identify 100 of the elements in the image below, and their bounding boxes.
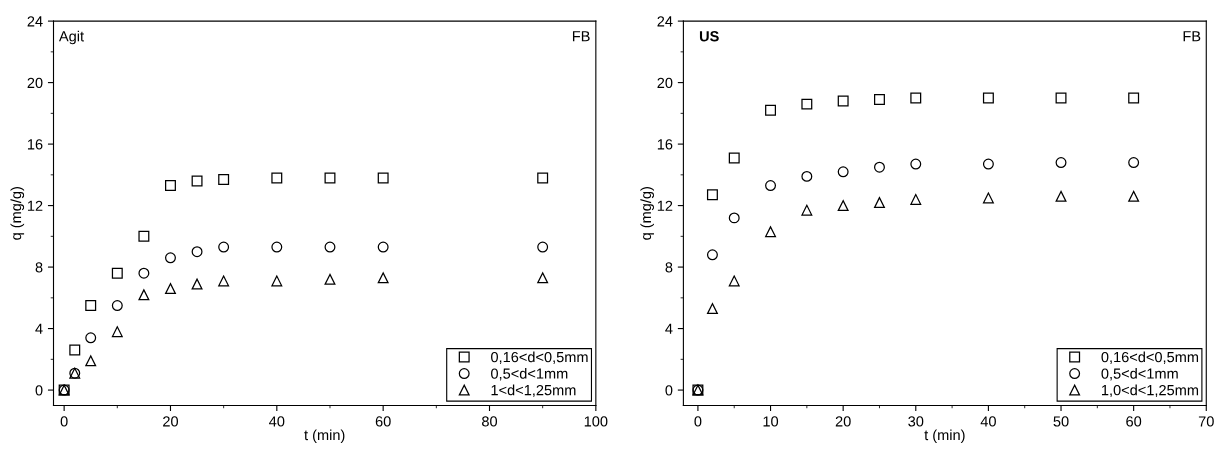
x-tick-label: 40: [980, 416, 996, 427]
point: [537, 241, 549, 253]
point: [324, 273, 336, 285]
legend-label: 0,16<d<0,5mm: [491, 351, 588, 364]
y-tick-label: 24: [27, 16, 43, 27]
point: [837, 200, 849, 212]
point: [164, 180, 176, 192]
point: [324, 172, 336, 184]
point: [537, 272, 549, 284]
x-tick-label: 50: [1053, 416, 1069, 427]
point: [324, 241, 336, 253]
legend-label: 1<d<1,25mm: [491, 384, 576, 397]
point: [191, 175, 203, 187]
point: [837, 95, 849, 107]
x-tick-label: 0: [60, 416, 68, 427]
legend-label: 1,0<d<1,25mm: [1102, 384, 1199, 397]
x-axis-title: t (min): [304, 429, 345, 444]
point: [837, 166, 849, 178]
point: [910, 92, 922, 104]
point: [164, 252, 176, 264]
point: [164, 283, 176, 295]
y-tick-label: 12: [27, 200, 43, 211]
point: [111, 326, 123, 338]
point: [191, 278, 203, 290]
legend-label: 0,5<d<1mm: [1101, 368, 1178, 381]
point: [537, 172, 549, 184]
y-tick-label: 4: [35, 323, 43, 334]
point: [706, 249, 718, 261]
point: [271, 275, 283, 287]
point: [982, 92, 994, 104]
point: [765, 226, 777, 238]
annotation: FB: [1183, 31, 1201, 42]
point: [910, 158, 922, 170]
point: [1128, 92, 1140, 104]
point: [728, 152, 740, 164]
y-tick-label: 20: [27, 77, 43, 89]
point: [728, 275, 740, 287]
point: [1128, 190, 1140, 202]
y-tick-label: 20: [657, 77, 673, 89]
point: [801, 170, 813, 182]
point: [377, 172, 389, 184]
point: [801, 204, 813, 216]
annotation: US: [699, 31, 719, 42]
x-tick-label: 30: [908, 416, 924, 427]
point: [377, 272, 389, 284]
point: [271, 241, 283, 253]
x-tick-label: 100: [584, 416, 608, 427]
y-tick-label: 4: [665, 323, 673, 334]
x-tick-label: 0: [694, 416, 702, 427]
point: [138, 289, 150, 301]
point: [873, 94, 885, 105]
point: [111, 300, 123, 312]
legend-label: 0,5<d<1mm: [491, 368, 568, 381]
point: [85, 300, 97, 312]
point: [218, 275, 230, 287]
y-tick-label: 0: [665, 385, 673, 396]
point: [191, 246, 203, 258]
point: [218, 241, 230, 253]
point: [111, 267, 123, 279]
y-tick-label: 0: [35, 385, 43, 396]
x-tick-label: 20: [835, 416, 851, 427]
point: [706, 303, 718, 315]
point: [1128, 157, 1140, 169]
y-tick-label: 24: [657, 16, 673, 27]
y-tick-label: 12: [657, 200, 673, 211]
point: [801, 98, 813, 110]
annotation: FB: [572, 31, 590, 42]
x-tick-label: 60: [1126, 416, 1142, 427]
point: [1055, 92, 1067, 104]
point: [765, 180, 777, 192]
point: [85, 355, 97, 367]
y-axis-title: q (mg/g): [640, 187, 654, 240]
y-tick-label: 16: [27, 139, 43, 150]
point: [1055, 157, 1067, 169]
point: [728, 212, 740, 224]
point: [138, 267, 150, 279]
point: [1055, 190, 1067, 202]
point: [873, 161, 885, 173]
x-tick-label: 40: [269, 416, 285, 427]
annotation: Agit: [58, 30, 84, 45]
x-tick-label: 10: [763, 416, 779, 427]
y-axis-title: q (mg/g): [10, 187, 25, 240]
point: [982, 158, 994, 170]
y-tick-label: 8: [665, 262, 673, 273]
point: [910, 193, 922, 205]
point: [138, 230, 150, 242]
x-tick-label: 20: [163, 416, 179, 427]
point: [706, 189, 718, 201]
y-tick-label: 16: [657, 139, 673, 150]
point: [765, 104, 777, 116]
x-tick-label: 80: [482, 416, 498, 427]
x-tick-label: 60: [375, 416, 391, 427]
point: [873, 197, 885, 208]
y-tick-label: 8: [35, 262, 43, 273]
point: [218, 173, 230, 185]
point: [271, 172, 283, 184]
x-tick-label: 70: [1198, 416, 1214, 427]
point: [85, 332, 97, 344]
point: [69, 344, 81, 356]
x-axis-title: t (min): [924, 429, 965, 444]
